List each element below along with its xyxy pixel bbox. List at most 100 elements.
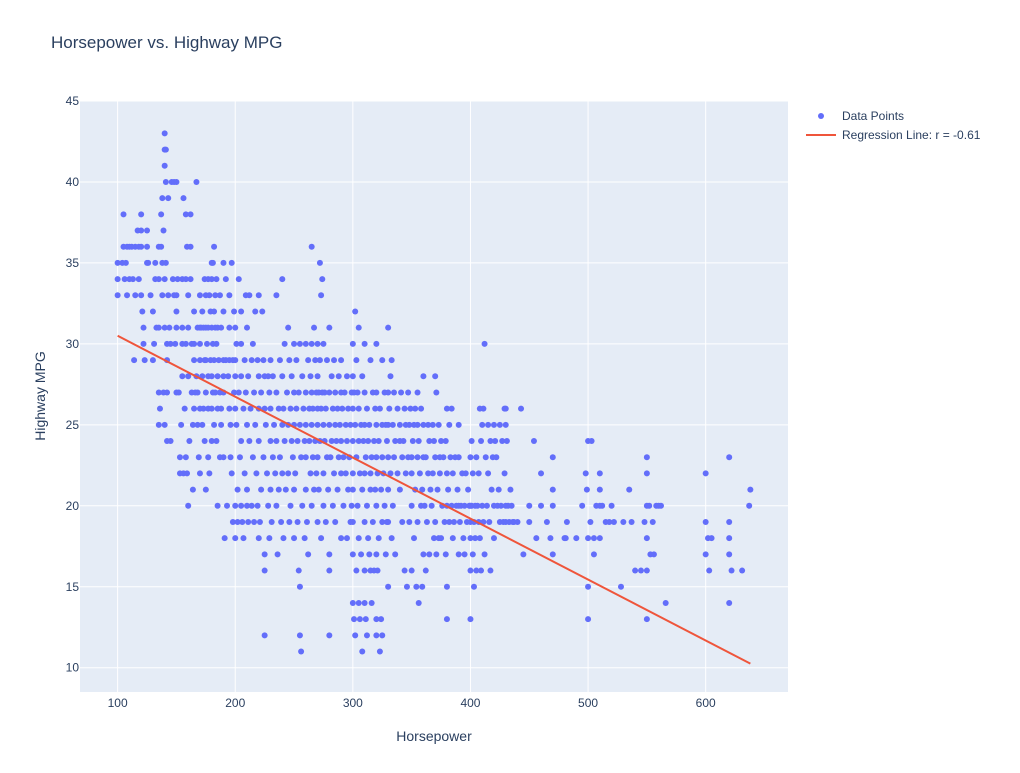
- data-point[interactable]: [311, 486, 318, 493]
- data-point[interactable]: [401, 567, 408, 574]
- data-point[interactable]: [311, 324, 318, 331]
- data-point[interactable]: [352, 308, 359, 315]
- data-point[interactable]: [165, 195, 172, 202]
- data-point[interactable]: [233, 421, 240, 428]
- data-point[interactable]: [501, 470, 508, 477]
- data-point[interactable]: [232, 324, 239, 331]
- data-point[interactable]: [227, 454, 234, 461]
- data-point[interactable]: [342, 470, 349, 477]
- data-point[interactable]: [318, 535, 325, 542]
- data-point[interactable]: [475, 470, 482, 477]
- data-point[interactable]: [316, 357, 323, 364]
- data-point[interactable]: [258, 486, 265, 493]
- data-point[interactable]: [305, 551, 312, 558]
- data-point[interactable]: [312, 357, 319, 364]
- data-point[interactable]: [365, 438, 372, 445]
- data-point[interactable]: [328, 373, 335, 380]
- data-point[interactable]: [530, 438, 537, 445]
- data-point[interactable]: [274, 551, 281, 558]
- data-point[interactable]: [467, 454, 474, 461]
- data-point[interactable]: [161, 324, 168, 331]
- data-point[interactable]: [208, 373, 215, 380]
- data-point[interactable]: [196, 340, 203, 347]
- data-point[interactable]: [178, 421, 185, 428]
- data-point[interactable]: [487, 438, 494, 445]
- data-point[interactable]: [120, 211, 127, 218]
- data-point[interactable]: [273, 502, 280, 509]
- data-point[interactable]: [279, 373, 286, 380]
- data-point[interactable]: [385, 324, 392, 331]
- data-point[interactable]: [156, 405, 163, 412]
- data-point[interactable]: [291, 535, 298, 542]
- data-point[interactable]: [407, 405, 414, 412]
- data-point[interactable]: [208, 405, 215, 412]
- data-point[interactable]: [267, 486, 274, 493]
- data-point[interactable]: [349, 373, 356, 380]
- data-point[interactable]: [129, 276, 136, 283]
- data-point[interactable]: [292, 470, 299, 477]
- data-point[interactable]: [220, 308, 227, 315]
- data-point[interactable]: [228, 259, 235, 266]
- data-point[interactable]: [549, 502, 556, 509]
- data-point[interactable]: [363, 502, 370, 509]
- data-point[interactable]: [319, 276, 326, 283]
- data-point[interactable]: [135, 276, 142, 283]
- data-point[interactable]: [299, 502, 306, 509]
- data-point[interactable]: [342, 421, 349, 428]
- data-point[interactable]: [189, 421, 196, 428]
- data-point[interactable]: [726, 454, 733, 461]
- data-point[interactable]: [408, 567, 415, 574]
- data-point[interactable]: [359, 373, 366, 380]
- data-point[interactable]: [460, 535, 467, 542]
- data-point[interactable]: [155, 324, 162, 331]
- data-point[interactable]: [481, 340, 488, 347]
- data-point[interactable]: [443, 583, 450, 590]
- data-point[interactable]: [314, 454, 321, 461]
- data-point[interactable]: [431, 535, 437, 542]
- data-point[interactable]: [449, 470, 456, 477]
- data-point[interactable]: [400, 438, 407, 445]
- data-point[interactable]: [329, 502, 336, 509]
- data-point[interactable]: [196, 357, 203, 364]
- data-point[interactable]: [465, 486, 472, 493]
- data-point[interactable]: [379, 357, 386, 364]
- data-point[interactable]: [244, 324, 251, 331]
- data-point[interactable]: [596, 470, 603, 477]
- data-point[interactable]: [356, 616, 363, 623]
- data-point[interactable]: [221, 535, 228, 542]
- data-point[interactable]: [298, 648, 305, 655]
- data-point[interactable]: [205, 454, 212, 461]
- data-point[interactable]: [469, 470, 476, 477]
- data-point[interactable]: [308, 502, 315, 509]
- data-point[interactable]: [218, 324, 225, 331]
- data-point[interactable]: [326, 324, 333, 331]
- data-point[interactable]: [332, 389, 339, 396]
- data-point[interactable]: [726, 518, 733, 525]
- data-point[interactable]: [702, 551, 709, 558]
- data-point[interactable]: [387, 373, 394, 380]
- data-point[interactable]: [212, 389, 219, 396]
- data-point[interactable]: [260, 454, 267, 461]
- data-point[interactable]: [144, 227, 151, 234]
- data-point[interactable]: [427, 486, 434, 493]
- data-point[interactable]: [420, 373, 427, 380]
- data-point[interactable]: [343, 373, 350, 380]
- data-point[interactable]: [199, 308, 206, 315]
- data-point[interactable]: [702, 470, 709, 477]
- data-point[interactable]: [184, 470, 191, 477]
- data-point[interactable]: [479, 421, 486, 428]
- data-point[interactable]: [470, 583, 477, 590]
- data-point[interactable]: [305, 357, 312, 364]
- data-point[interactable]: [396, 486, 403, 493]
- data-point[interactable]: [341, 389, 348, 396]
- data-point[interactable]: [320, 502, 327, 509]
- data-point[interactable]: [244, 486, 251, 493]
- data-point[interactable]: [502, 421, 509, 428]
- data-point[interactable]: [549, 551, 556, 558]
- data-point[interactable]: [354, 389, 361, 396]
- data-point[interactable]: [246, 438, 253, 445]
- data-point[interactable]: [159, 292, 166, 299]
- data-point[interactable]: [520, 551, 527, 558]
- data-point[interactable]: [185, 292, 192, 299]
- data-point[interactable]: [302, 454, 309, 461]
